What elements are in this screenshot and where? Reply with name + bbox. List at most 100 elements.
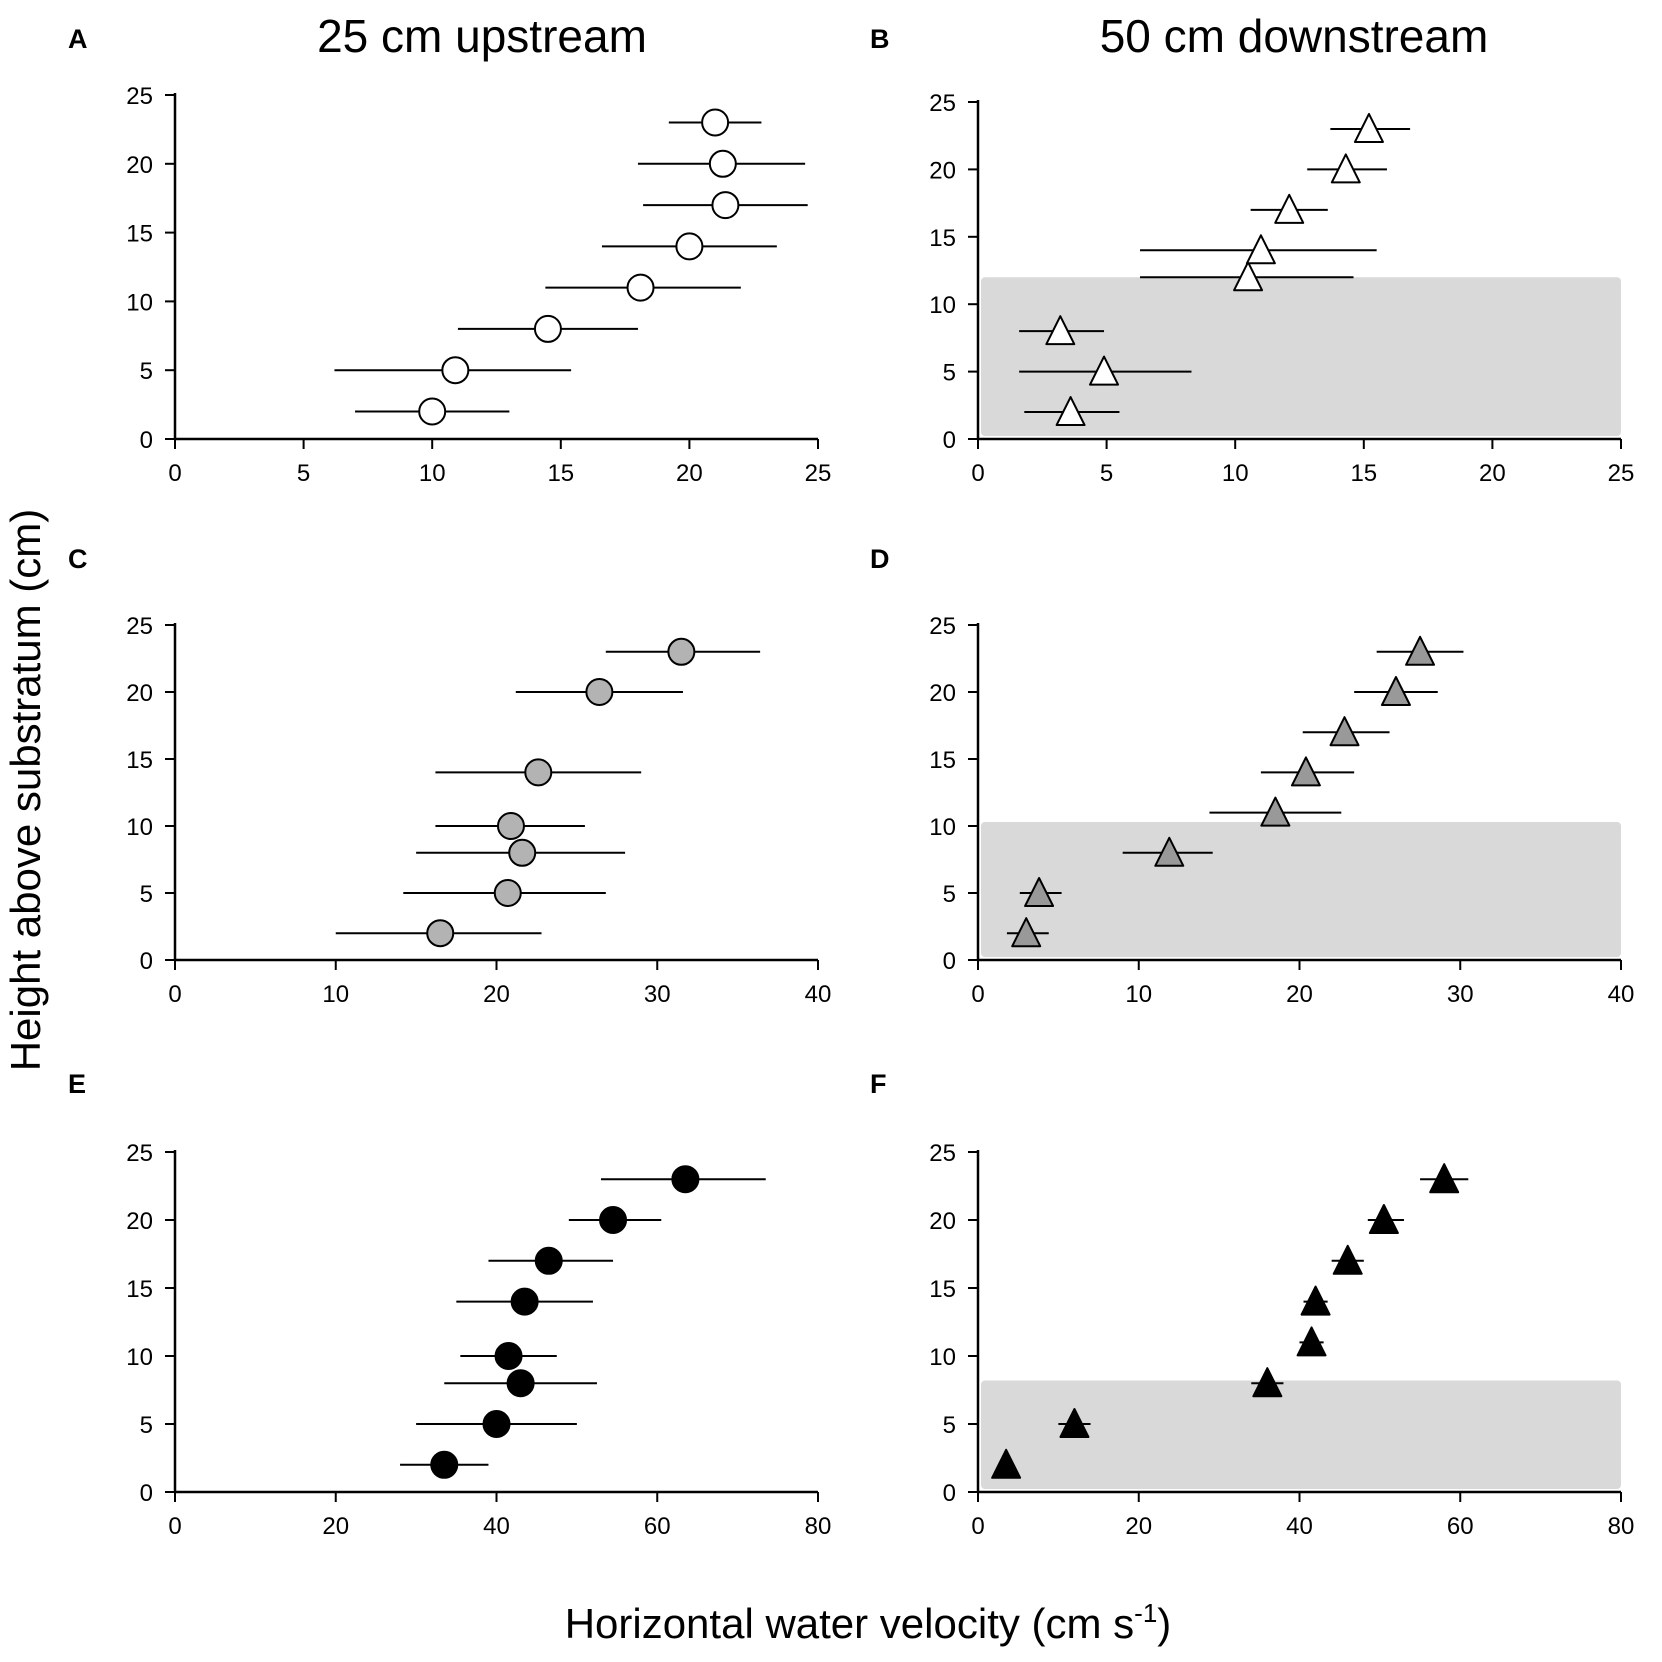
y-tick-label-c: 0 [140, 948, 153, 975]
x-tick-label-b: 5 [1100, 460, 1113, 487]
data-point-e [599, 1206, 628, 1234]
data-point-f [1368, 1204, 1399, 1234]
panel-letter-e: E [68, 1069, 86, 1099]
y-tick-label-b: 5 [943, 360, 956, 387]
y-tick-label-a: 0 [140, 427, 153, 454]
y-tick-label-e: 0 [140, 1480, 153, 1507]
data-point-b [1245, 234, 1276, 265]
y-tick-label-c: 20 [126, 680, 153, 707]
x-tick-label-e: 60 [644, 1513, 671, 1540]
x-tick-label-f: 0 [971, 1513, 984, 1540]
shaded-region-d [981, 821, 1621, 957]
x-tick-label-b: 0 [971, 460, 984, 487]
y-tick-label-e: 10 [126, 1344, 153, 1371]
x-tick-label-b: 10 [1222, 460, 1249, 487]
x-axis-title-main: Horizontal water velocity (cm s [565, 1600, 1134, 1647]
data-point-f [1059, 1408, 1090, 1438]
y-tick-label-c: 5 [140, 881, 153, 908]
y-tick-label-a: 10 [126, 289, 153, 316]
x-tick-label-b: 20 [1479, 460, 1506, 487]
data-point-a [533, 314, 562, 343]
y-tick-label-d: 5 [943, 881, 956, 908]
x-tick-label-f: 20 [1125, 1513, 1152, 1540]
data-point-d [1024, 877, 1055, 907]
data-point-b [1045, 315, 1076, 346]
shaded-region-b [981, 277, 1621, 436]
panels: A 0 5 10 15 20 25 0 5 10 15 20 25 B 0 5 10 15 20 25 0 5 10 15 20… [68, 24, 1634, 1540]
data-point-b [1353, 112, 1384, 143]
data-point-a [701, 108, 730, 137]
data-point-f [991, 1448, 1022, 1479]
y-tick-label-b: 0 [943, 427, 956, 454]
data-point-b [1089, 355, 1120, 386]
y-tick-label-c: 25 [126, 613, 153, 640]
data-point-f [1252, 1367, 1283, 1398]
data-point-d [1290, 756, 1321, 787]
data-point-f [1300, 1285, 1331, 1316]
x-tick-label-a: 25 [805, 460, 832, 487]
data-point-c [493, 879, 522, 907]
data-point-b [1330, 153, 1361, 184]
y-tick-label-b: 15 [929, 225, 956, 252]
data-point-f [1332, 1244, 1363, 1275]
x-tick-label-e: 80 [805, 1513, 832, 1540]
data-point-d [1405, 635, 1436, 666]
data-point-c [508, 838, 537, 867]
panel-e: E 0 5 10 15 20 25 0 20 40 60 80 [68, 1069, 831, 1540]
data-point-c [496, 812, 525, 840]
x-tick-label-c: 10 [322, 981, 349, 1008]
x-tick-label-c: 30 [644, 981, 671, 1008]
x-tick-label-e: 20 [322, 1513, 349, 1540]
data-point-b [1055, 396, 1086, 427]
data-point-e [494, 1342, 523, 1370]
y-tick-label-d: 10 [929, 814, 956, 841]
y-tick-label-f: 10 [929, 1344, 956, 1371]
data-point-c [667, 637, 696, 666]
x-tick-label-d: 0 [971, 981, 984, 1008]
y-tick-label-c: 15 [126, 747, 153, 774]
y-tick-label-f: 5 [943, 1412, 956, 1439]
x-tick-label-a: 15 [547, 460, 574, 487]
y-tick-label-f: 20 [929, 1208, 956, 1235]
x-tick-label-a: 5 [297, 460, 310, 487]
data-point-a [708, 149, 737, 178]
panel-letter-c: C [68, 544, 88, 574]
data-point-a [711, 191, 740, 220]
data-point-d [1011, 917, 1042, 948]
data-point-e [506, 1369, 535, 1398]
y-tick-label-f: 15 [929, 1276, 956, 1303]
x-tick-label-c: 40 [805, 981, 832, 1008]
data-point-c [585, 678, 614, 706]
shaded-region-f [981, 1380, 1621, 1489]
data-point-e [510, 1287, 539, 1316]
x-tick-label-d: 30 [1447, 981, 1474, 1008]
data-point-d [1260, 796, 1291, 827]
data-point-e [671, 1165, 700, 1194]
data-point-f [1296, 1326, 1327, 1357]
data-point-e [482, 1410, 511, 1438]
data-point-c [524, 758, 553, 787]
y-tick-label-e: 15 [126, 1276, 153, 1303]
panel-letter-b: B [870, 24, 890, 54]
x-axis-title-end: ) [1157, 1600, 1171, 1647]
panel-letter-d: D [870, 544, 890, 574]
data-point-d [1154, 836, 1185, 867]
data-point-c [426, 919, 455, 948]
data-point-a [626, 273, 655, 302]
column-title-downstream: 50 cm downstream [1100, 10, 1489, 62]
x-axis-title: Horizontal water velocity (cm s-1) [565, 1598, 1172, 1647]
x-tick-label-a: 0 [168, 460, 181, 487]
y-axis-title: Height above substratum (cm) [2, 509, 49, 1072]
y-tick-label-b: 10 [929, 292, 956, 319]
y-tick-label-a: 20 [126, 152, 153, 179]
x-tick-label-d: 20 [1286, 981, 1313, 1008]
y-tick-label-c: 10 [126, 814, 153, 841]
y-tick-label-e: 5 [140, 1412, 153, 1439]
panel-c: C 0 5 10 15 20 25 0 10 20 30 40 [68, 544, 831, 1008]
y-tick-label-a: 15 [126, 221, 153, 248]
x-axis-title-superscript: -1 [1134, 1598, 1157, 1628]
data-point-a [418, 397, 447, 426]
y-tick-label-a: 25 [126, 83, 153, 110]
x-tick-label-f: 80 [1608, 1513, 1635, 1540]
